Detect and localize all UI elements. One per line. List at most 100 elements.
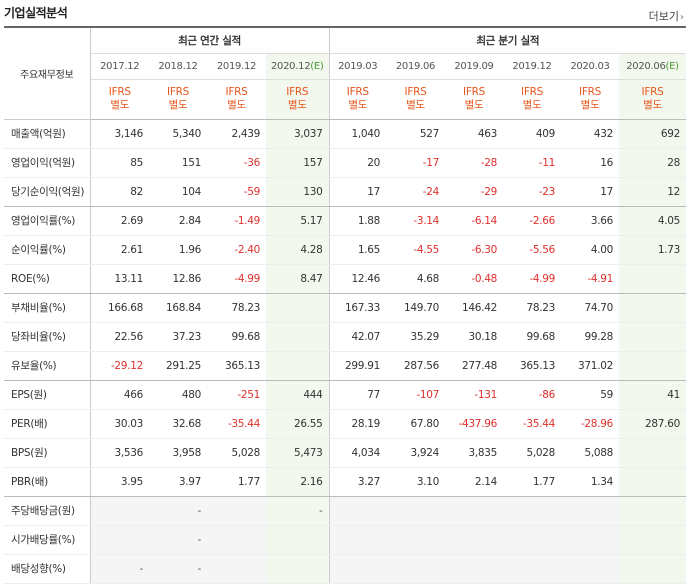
table-cell: - [149,525,207,555]
ifrs-text: IFRS [346,86,369,98]
table-cell: 35.29 [386,322,445,352]
table-row: 부채비율(%) 166.68 168.84 78.23 167.33 149.70 146.… [4,293,686,323]
table-cell: 166.68 [90,293,149,323]
table-cell: -29 [445,177,503,207]
table-cell: 2.69 [90,206,149,236]
table-cell: -437.96 [445,409,503,439]
table-cell: 104 [149,177,207,207]
quarterly-group-header: 최근 분기 실적 [328,26,686,54]
table-cell [328,525,386,555]
financial-rows: 매출액(억원) 3,146 5,340 2,439 3,037 1,040 527 463 40… [4,119,686,584]
table-cell: 463 [445,119,503,149]
section-header: 기업실적분석 더보기› [0,0,690,26]
table-cell: 30.03 [90,409,149,439]
chevron-right-icon: › [680,12,684,23]
table-cell [619,322,686,352]
table-cell: 4.00 [561,235,619,265]
table-cell: 3,835 [445,438,503,468]
ifrs-label[interactable]: IFRS 별도 [266,79,329,120]
ifrs-basis-text: 별도 [110,99,130,111]
table-cell: 130 [266,177,329,207]
period-label: 2019.06 [395,60,436,72]
ifrs-label[interactable]: IFRS 별도 [207,79,266,120]
table-cell: 287.60 [619,409,686,439]
table-cell: 2.84 [149,206,207,236]
ifrs-basis-text: 별도 [227,99,246,111]
row-label: 당좌비율(%) [4,322,91,352]
table-cell: 28 [619,148,686,178]
table-cell: 42.07 [328,322,386,352]
table-cell: -36 [207,148,266,178]
table-cell: 287.56 [386,351,445,381]
table-cell: 5,028 [207,438,266,468]
period-label: 2019.12 [216,60,257,72]
table-cell: 3.66 [561,206,619,236]
table-cell [619,496,686,526]
table-row: PER(배) 30.03 32.68 -35.44 26.55 28.19 67.80 -43… [4,409,686,439]
table-cell: 12.46 [328,264,386,294]
period-label: 2019.12 [512,60,552,72]
table-cell: 480 [149,380,207,410]
period-header: 2020.03 [561,53,619,80]
row-label: PBR(배) [4,467,91,497]
table-cell: 277.48 [445,351,503,381]
period-label: 2020.03 [570,60,610,72]
table-cell [207,554,266,584]
table-cell: 8.47 [266,264,329,294]
row-label: EPS(원) [4,380,91,410]
ifrs-basis-text: 별도 [348,99,368,111]
ifrs-label[interactable]: IFRS 별도 [90,79,149,120]
ifrs-text: IFRS [286,86,309,98]
table-cell: 167.33 [328,293,386,323]
table-cell: 3.95 [90,467,149,497]
table-cell: 99.68 [503,322,561,352]
table-row: 매출액(억원) 3,146 5,340 2,439 3,037 1,040 527 463 40… [4,119,686,149]
ifrs-label[interactable]: IFRS 별도 [149,79,207,120]
table-cell: 59 [561,380,619,410]
table-cell: 82 [90,177,149,207]
more-link[interactable]: 더보기› [649,8,684,24]
ifrs-text: IFRS [167,86,189,98]
period-label: 2018.12 [158,60,198,72]
table-cell: -23 [503,177,561,207]
ifrs-basis-text: 별도 [287,99,307,111]
table-cell: -251 [207,380,266,410]
period-label: 2020.06 [626,60,666,72]
table-cell [561,554,619,584]
period-label: 2017.12 [100,60,140,72]
ifrs-label[interactable]: IFRS 별도 [445,79,503,120]
table-cell [561,525,619,555]
table-cell: -59 [207,177,266,207]
table-cell: 3.10 [386,467,445,497]
ifrs-text: IFRS [225,86,248,98]
table-cell: 3.97 [149,467,207,497]
table-row: 주당배당금(원) - - [4,496,686,526]
table-cell: 99.28 [561,322,619,352]
table-cell: 2,439 [207,119,266,149]
ifrs-label[interactable]: IFRS 별도 [503,79,561,120]
table-cell: 26.55 [266,409,329,439]
ifrs-label[interactable]: IFRS 별도 [561,79,619,120]
table-cell: -107 [386,380,445,410]
table-row: 시가배당률(%) - [4,525,686,555]
period-label: 2020.12 [271,60,311,72]
table-cell: - [149,496,207,526]
row-label: 영업이익(억원) [4,148,91,178]
ifrs-label[interactable]: IFRS 별도 [386,79,445,120]
table-cell: -35.44 [207,409,266,439]
ifrs-text: IFRS [521,86,543,98]
estimate-marker: (E) [665,60,680,72]
table-cell: 99.68 [207,322,266,352]
ifrs-text: IFRS [108,86,131,98]
row-label: 시가배당률(%) [4,525,91,555]
table-cell: -11 [503,148,561,178]
table-cell [445,496,503,526]
ifrs-label[interactable]: IFRS 별도 [328,79,386,120]
table-cell: 67.80 [386,409,445,439]
table-corner-label: 주요재무정보 [4,26,91,120]
table-row: 배당성향(%) - - [4,554,686,584]
table-row: 당기순이익(억원) 82 104 -59 130 17 -24 -29 -23 17 12 [4,177,686,207]
table-cell [207,525,266,555]
table-cell [445,554,503,584]
ifrs-label[interactable]: IFRS 별도 [619,79,686,120]
